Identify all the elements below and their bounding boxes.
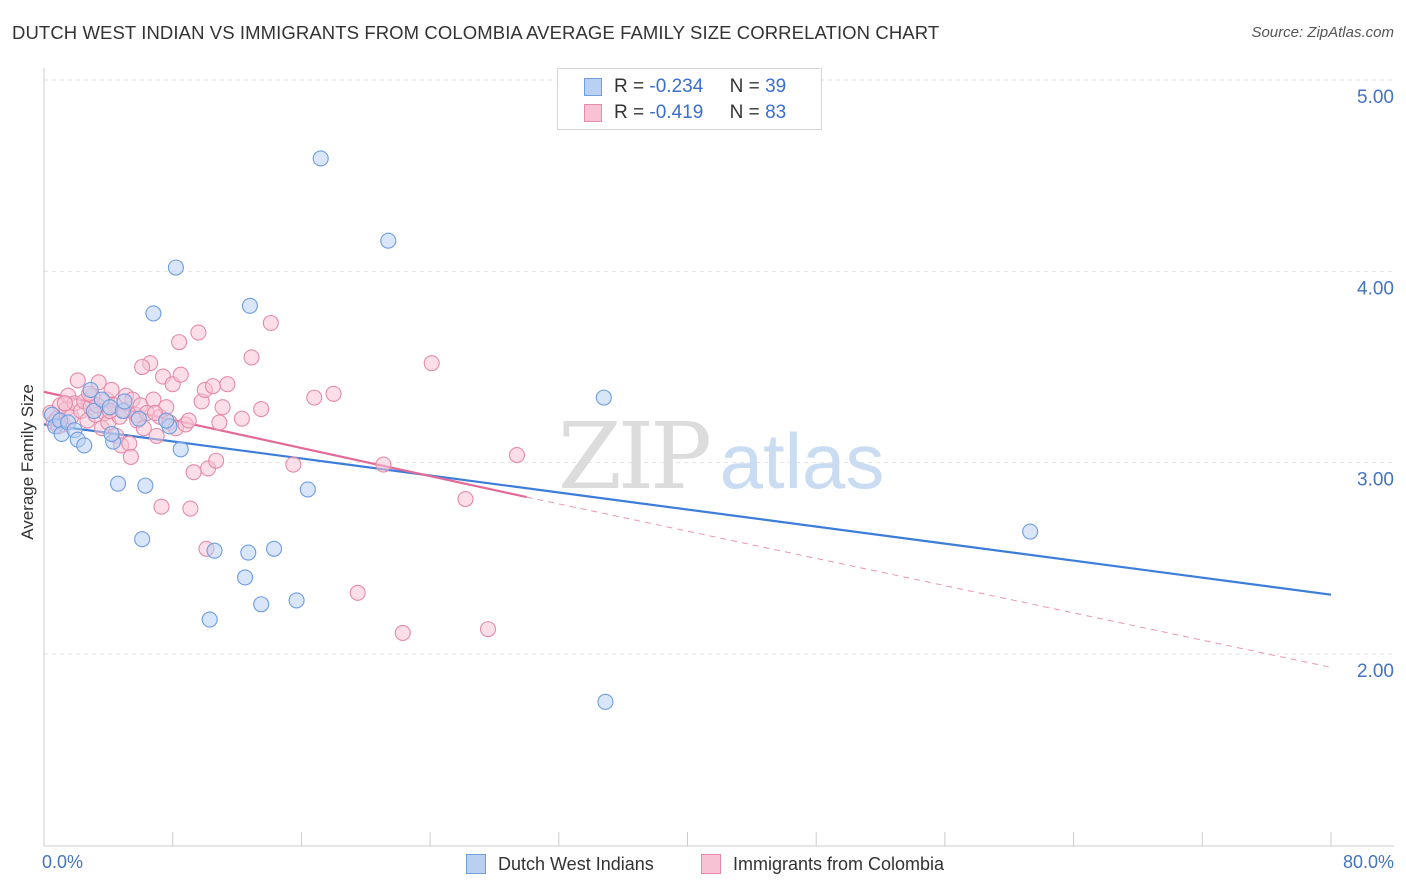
x-tick-label-min: 0.0% bbox=[42, 852, 84, 872]
x-tick-label-max: 80.0% bbox=[1342, 852, 1394, 872]
point-dutch-west-indians bbox=[158, 412, 175, 429]
axes bbox=[43, 68, 1394, 847]
legend-swatch-pink bbox=[584, 104, 602, 122]
point-dutch-west-indians bbox=[266, 540, 283, 557]
trend-line bbox=[43, 423, 1332, 596]
legend-swatch-blue bbox=[466, 854, 486, 874]
point-dutch-west-indians bbox=[145, 305, 162, 322]
point-dutch-west-indians bbox=[380, 232, 397, 249]
point-dutch-west-indians bbox=[134, 531, 151, 548]
point-immigrants-from-colombia bbox=[423, 355, 440, 372]
point-immigrants-from-colombia bbox=[457, 490, 474, 508]
point-immigrants-from-colombia bbox=[325, 385, 342, 402]
point-dutch-west-indians bbox=[76, 437, 93, 454]
data-points bbox=[42, 150, 1039, 710]
point-immigrants-from-colombia bbox=[349, 584, 366, 601]
legend-r-label: R = bbox=[614, 102, 645, 123]
point-dutch-west-indians bbox=[130, 410, 147, 427]
point-immigrants-from-colombia bbox=[394, 624, 411, 642]
legend-n-value: 39 bbox=[765, 76, 787, 97]
legend-n-label: N = bbox=[729, 102, 760, 123]
point-immigrants-from-colombia bbox=[180, 412, 197, 429]
point-immigrants-from-colombia bbox=[121, 435, 138, 452]
point-immigrants-from-colombia bbox=[508, 446, 526, 464]
point-dutch-west-indians bbox=[167, 259, 184, 276]
legend-r-value: -0.234 bbox=[649, 76, 704, 97]
point-immigrants-from-colombia bbox=[375, 456, 392, 473]
watermark-atlas: atlas bbox=[720, 417, 885, 505]
watermark-zip: ZIP bbox=[558, 403, 709, 510]
stats-legend: R = -0.234 N = 39 R = -0.419 N = 83 bbox=[557, 68, 822, 130]
point-dutch-west-indians bbox=[312, 150, 329, 167]
point-dutch-west-indians bbox=[116, 393, 133, 410]
point-dutch-west-indians bbox=[85, 402, 102, 420]
point-immigrants-from-colombia bbox=[204, 378, 221, 395]
point-dutch-west-indians bbox=[237, 569, 254, 586]
point-dutch-west-indians bbox=[103, 425, 120, 443]
y-tick-label: 3.00 bbox=[1357, 470, 1394, 491]
point-immigrants-from-colombia bbox=[190, 324, 207, 341]
point-immigrants-from-colombia bbox=[182, 500, 199, 517]
legend-r-label: R = bbox=[614, 76, 645, 97]
watermark: ZIP atlas bbox=[558, 403, 884, 510]
point-immigrants-from-colombia bbox=[208, 452, 225, 469]
point-immigrants-from-colombia bbox=[306, 389, 323, 406]
legend-swatch-blue bbox=[584, 78, 602, 96]
point-immigrants-from-colombia bbox=[134, 358, 151, 376]
point-immigrants-from-colombia bbox=[185, 464, 202, 481]
grid-lines bbox=[44, 79, 1394, 655]
point-immigrants-from-colombia bbox=[219, 376, 236, 393]
y-tick-label: 5.00 bbox=[1357, 87, 1394, 108]
point-immigrants-from-colombia bbox=[171, 334, 188, 351]
point-dutch-west-indians bbox=[240, 544, 257, 561]
point-dutch-west-indians bbox=[299, 481, 316, 498]
point-dutch-west-indians bbox=[109, 475, 127, 492]
point-immigrants-from-colombia bbox=[103, 381, 120, 399]
point-immigrants-from-colombia bbox=[243, 349, 260, 366]
point-dutch-west-indians bbox=[1022, 523, 1039, 540]
point-dutch-west-indians bbox=[288, 592, 305, 609]
point-immigrants-from-colombia bbox=[172, 366, 189, 383]
legend-r-value: -0.419 bbox=[649, 102, 704, 123]
point-dutch-west-indians bbox=[241, 297, 258, 314]
legend-swatch-pink bbox=[701, 854, 721, 874]
y-tick-labels: 2.00 3.00 4.00 5.00 bbox=[1357, 87, 1394, 682]
point-immigrants-from-colombia bbox=[69, 372, 86, 389]
point-immigrants-from-colombia bbox=[262, 314, 279, 332]
y-axis-title: Average Family Size bbox=[18, 384, 37, 540]
point-immigrants-from-colombia bbox=[122, 448, 139, 465]
legend-n-value: 83 bbox=[765, 102, 787, 123]
legend-label: Immigrants from Colombia bbox=[733, 854, 945, 874]
chart-title: DUTCH WEST INDIAN VS IMMIGRANTS FROM COL… bbox=[12, 22, 940, 43]
point-dutch-west-indians bbox=[82, 381, 99, 399]
point-immigrants-from-colombia bbox=[253, 401, 270, 418]
y-tick-label: 4.00 bbox=[1357, 278, 1394, 299]
point-dutch-west-indians bbox=[137, 477, 154, 494]
point-dutch-west-indians bbox=[206, 542, 223, 559]
legend-n-label: N = bbox=[729, 76, 760, 97]
point-dutch-west-indians bbox=[253, 596, 270, 613]
point-dutch-west-indians bbox=[172, 441, 189, 458]
point-dutch-west-indians bbox=[595, 389, 612, 406]
point-dutch-west-indians bbox=[597, 693, 614, 710]
point-immigrants-from-colombia bbox=[146, 404, 164, 421]
point-immigrants-from-colombia bbox=[214, 399, 231, 416]
point-immigrants-from-colombia bbox=[479, 621, 497, 638]
y-tick-label: 2.00 bbox=[1357, 661, 1394, 682]
point-immigrants-from-colombia bbox=[56, 395, 73, 412]
point-dutch-west-indians bbox=[201, 611, 218, 628]
point-immigrants-from-colombia bbox=[233, 410, 250, 427]
trend-line-extension bbox=[526, 496, 1332, 668]
point-immigrants-from-colombia bbox=[285, 456, 302, 473]
legend-label: Dutch West Indians bbox=[498, 854, 654, 874]
point-immigrants-from-colombia bbox=[148, 427, 165, 444]
point-immigrants-from-colombia bbox=[153, 498, 170, 515]
source-label: Source: ZipAtlas.com bbox=[1251, 24, 1394, 41]
point-immigrants-from-colombia bbox=[211, 414, 228, 431]
